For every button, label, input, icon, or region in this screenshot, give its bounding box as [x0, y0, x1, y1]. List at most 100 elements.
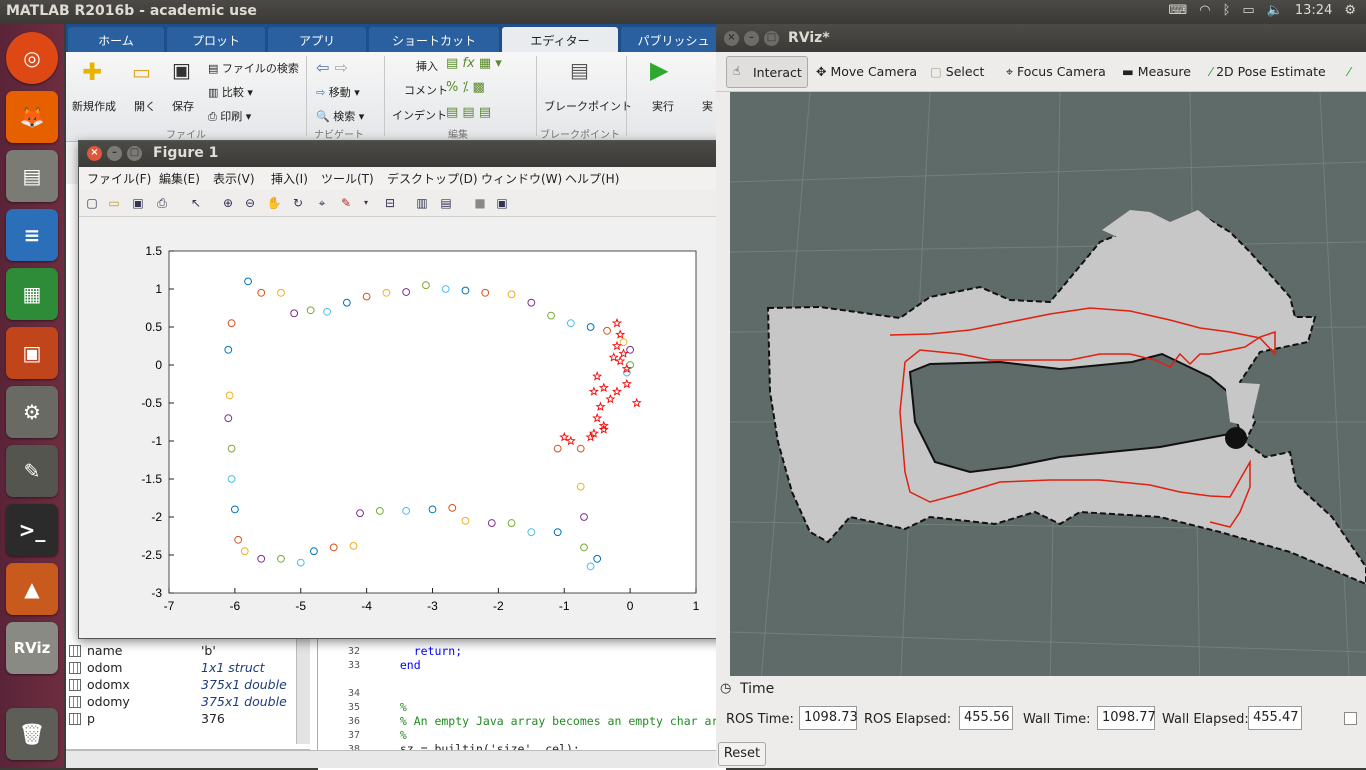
workspace-row[interactable]: odomx 375x1 double — [66, 677, 298, 694]
workspace-row[interactable]: odom 1x1 struct — [66, 660, 298, 677]
print-button[interactable]: ⎙ 印刷 ▾ — [208, 110, 252, 123]
tool-2d-pose-estimate[interactable]: ⁄ 2D Pose Estimate — [1210, 64, 1326, 79]
breakpoints-icon[interactable]: ▤ — [570, 58, 589, 82]
ros-time-field[interactable]: 1098.73 — [799, 706, 858, 730]
firefox-icon[interactable]: 🦊 — [6, 91, 58, 143]
hide-plot-tools-icon[interactable]: ■ — [474, 196, 486, 210]
ubuntu-icon[interactable]: ◎ — [6, 32, 58, 84]
tab-home[interactable]: ホーム — [68, 27, 164, 52]
tool-measure[interactable]: ▬ Measure — [1122, 64, 1191, 79]
comment-tools-icon[interactable]: % ⁒ ▩ — [446, 80, 485, 95]
volume-icon[interactable]: 🔈 — [1266, 3, 1283, 18]
breakpoints-button[interactable]: ブレークポイント — [544, 100, 632, 113]
workspace-row[interactable]: p 376 — [66, 711, 298, 728]
zoom-out-icon[interactable]: ⊖ — [244, 196, 256, 210]
3d-view[interactable] — [730, 92, 1366, 694]
code-editor[interactable]: 32 return; 33 end 34 35 % 36 % An empty … — [318, 630, 726, 770]
experimental-checkbox[interactable] — [1344, 712, 1357, 725]
legend-icon[interactable]: ▤ — [440, 196, 452, 210]
minimize-icon[interactable]: – — [107, 146, 122, 161]
find-files-button[interactable]: ▤ ファイルの検索 — [208, 62, 299, 75]
new-figure-icon[interactable]: ▢ — [86, 196, 98, 210]
tool-select[interactable]: ▢ Select — [930, 64, 985, 79]
find-button[interactable]: 🔍 検索 ▾ — [316, 110, 365, 123]
insert-button[interactable]: 挿入 — [416, 60, 438, 73]
tool-move-camera[interactable]: ✥ Move Camera — [816, 64, 918, 79]
colorbar-icon[interactable]: ▥ — [416, 196, 428, 210]
tab-editor[interactable]: エディター — [502, 27, 618, 52]
menu-desktop[interactable]: デスクトップ(D) — [387, 172, 478, 186]
pointer-icon[interactable]: ↖ — [190, 196, 202, 210]
tab-plots[interactable]: プロット — [167, 27, 265, 52]
bluetooth-icon[interactable]: ᛒ — [1222, 3, 1231, 18]
tool-focus-camera[interactable]: ⌖ Focus Camera — [1006, 64, 1106, 79]
indent-tools-icon[interactable]: ▤ ▤ ▤ — [446, 105, 492, 120]
tool-interact[interactable]: ☝ Interact — [726, 56, 808, 88]
writer-icon[interactable]: ≡ — [6, 209, 58, 261]
files-icon[interactable]: ▤ — [6, 150, 58, 202]
brush-icon[interactable]: ✎ — [340, 196, 352, 210]
keyboard-icon[interactable]: ⌨ — [1168, 3, 1188, 18]
save-button[interactable]: 保存 — [172, 100, 194, 113]
text-editor-icon[interactable]: ✎ — [6, 445, 58, 497]
menu-view[interactable]: 表示(V) — [213, 172, 255, 186]
menu-tools[interactable]: ツール(T) — [321, 172, 374, 186]
close-icon[interactable]: × — [724, 31, 739, 46]
back-arrow-icon[interactable]: ⇦ ⇨ — [316, 58, 348, 77]
workspace-row[interactable]: name'b' — [66, 643, 298, 660]
save-icon[interactable]: ▣ — [172, 58, 191, 82]
new-button[interactable]: 新規作成 — [72, 100, 116, 113]
pan-icon[interactable]: ✋ — [266, 196, 282, 210]
menu-file[interactable]: ファイル(F) — [87, 172, 152, 186]
goto-button[interactable]: ⇨ 移動 ▾ — [316, 86, 360, 99]
close-icon[interactable]: × — [87, 146, 102, 161]
maximize-icon[interactable]: □ — [127, 146, 142, 161]
rotate-icon[interactable]: ↻ — [292, 196, 304, 210]
scatter-chart[interactable]: -7 -6 -5 -4 -3 -2 -1 0 1 1.5 1 0.5 0 -0.5 -1 -1.5 -2 -2.5… — [79, 218, 760, 638]
new-icon[interactable]: ✚ — [82, 58, 103, 86]
workspace-row[interactable]: odomy 375x1 double — [66, 694, 298, 711]
settings-icon[interactable]: ⚙ — [6, 386, 58, 438]
comment-button[interactable]: コメント — [404, 84, 448, 97]
open-file-icon[interactable]: ▭ — [108, 196, 120, 210]
clock[interactable]: 13:24 — [1294, 3, 1333, 18]
impress-icon[interactable]: ▣ — [6, 327, 58, 379]
save-figure-icon[interactable]: ▣ — [132, 196, 144, 210]
matlab-icon[interactable]: ▲ — [6, 563, 58, 615]
menu-help[interactable]: ヘルプ(H) — [565, 172, 620, 186]
nav-goal-icon[interactable]: ⁄ — [1348, 64, 1351, 79]
show-plot-tools-icon[interactable]: ▣ — [496, 196, 508, 210]
menu-window[interactable]: ウィンドウ(W) — [481, 172, 563, 186]
data-cursor-icon[interactable]: ⌖ — [318, 196, 326, 210]
wall-elapsed-field[interactable]: 455.47 — [1248, 706, 1302, 730]
tab-apps[interactable]: アプリ — [268, 27, 366, 52]
trash-icon[interactable]: 🗑 — [6, 708, 58, 760]
map-visualization[interactable] — [730, 92, 1366, 694]
open-folder-icon[interactable]: ▭ — [132, 60, 151, 84]
menu-edit[interactable]: 編集(E) — [159, 172, 200, 186]
terminal-icon[interactable]: >_ — [6, 504, 58, 556]
open-button[interactable]: 開く — [134, 100, 156, 113]
wall-time-field[interactable]: 1098.77 — [1097, 706, 1156, 730]
reset-button[interactable]: Reset — [718, 742, 766, 766]
wifi-icon[interactable]: ◠ — [1199, 3, 1211, 18]
battery-icon[interactable]: ▭ — [1242, 3, 1255, 18]
rviz-icon[interactable]: RViz — [6, 622, 58, 674]
tab-publish[interactable]: パブリッシュ — [621, 27, 726, 52]
run-button[interactable]: 実行 — [652, 100, 674, 113]
compare-button[interactable]: ▥ 比較 ▾ — [208, 86, 253, 99]
chevron-down-icon[interactable]: ▾ — [363, 198, 368, 207]
zoom-in-icon[interactable]: ⊕ — [222, 196, 234, 210]
print-icon[interactable]: ⎙ — [157, 196, 167, 210]
ros-elapsed-field[interactable]: 455.56 — [959, 706, 1013, 730]
maximize-icon[interactable]: □ — [764, 31, 779, 46]
indent-button[interactable]: インデント — [392, 109, 447, 122]
tab-shortcuts[interactable]: ショートカット — [369, 27, 499, 52]
insert-tools-icon[interactable]: ▤ fx ▦ ▾ — [446, 56, 502, 71]
run-icon[interactable]: ▶ — [650, 56, 669, 84]
workspace-scrollbar[interactable] — [296, 634, 310, 744]
run-advance-button[interactable]: 実 — [702, 100, 713, 113]
calc-icon[interactable]: ▦ — [6, 268, 58, 320]
minimize-icon[interactable]: – — [744, 31, 759, 46]
menu-insert[interactable]: 挿入(I) — [271, 172, 308, 186]
